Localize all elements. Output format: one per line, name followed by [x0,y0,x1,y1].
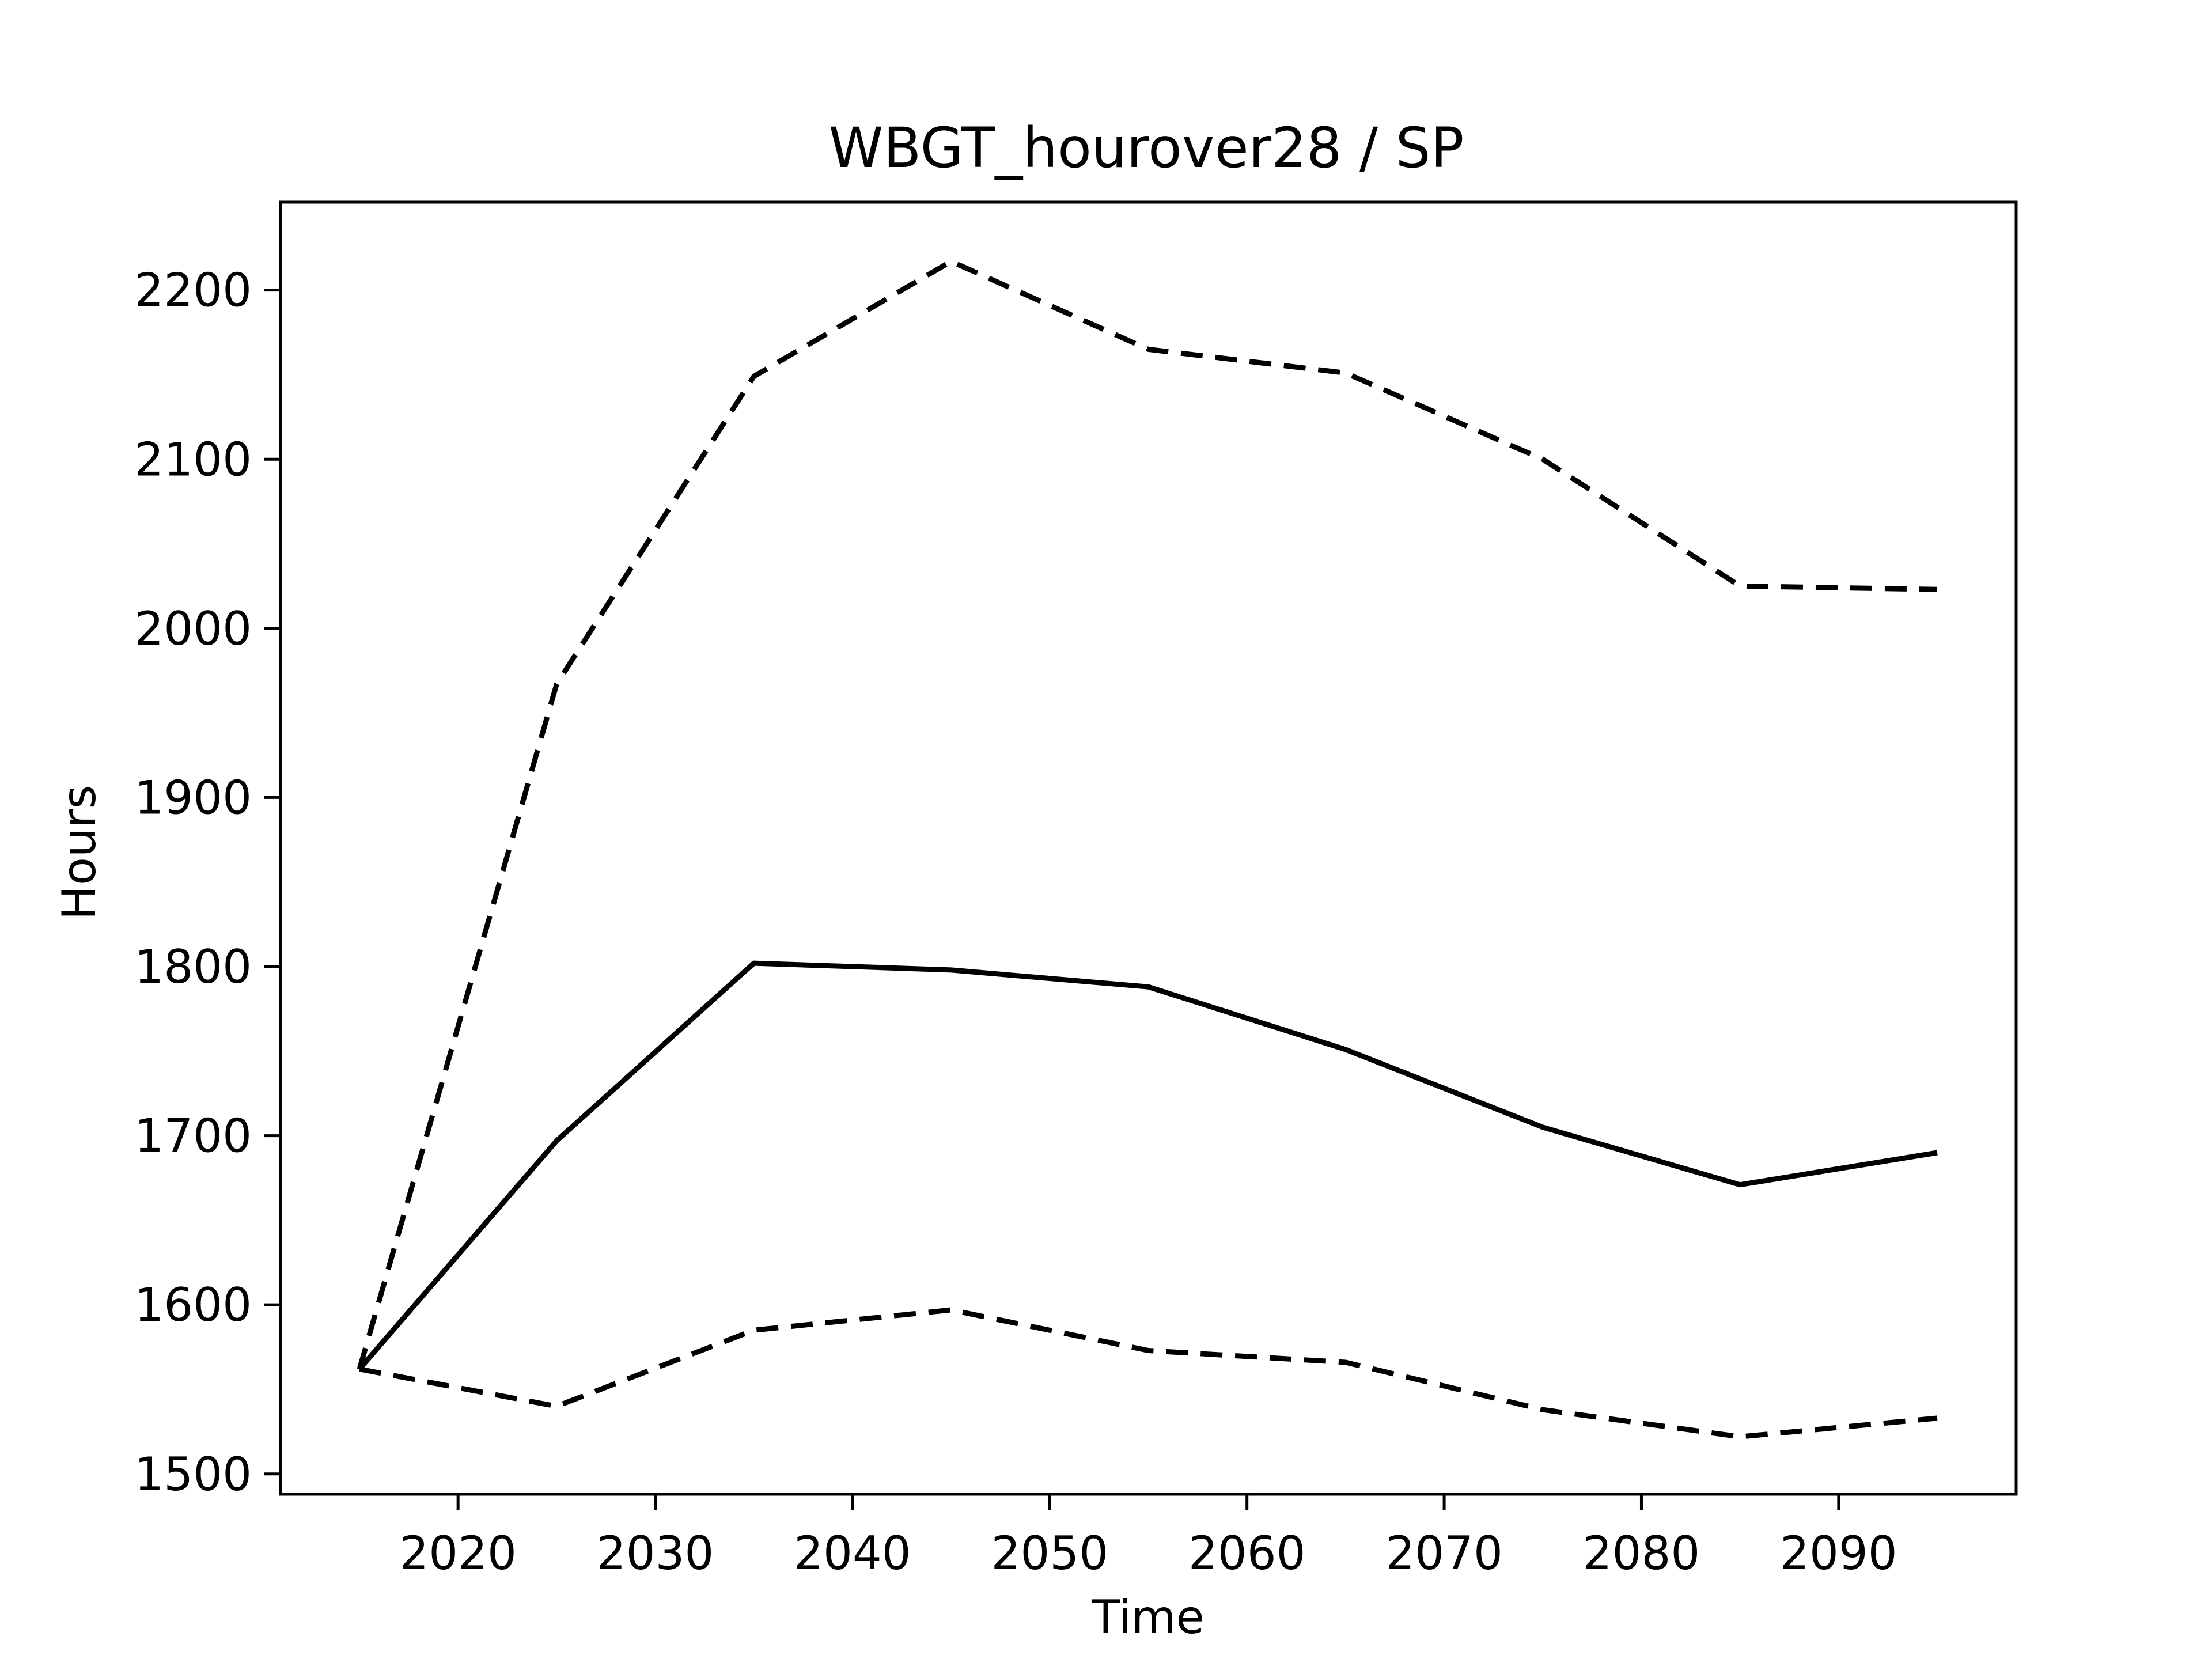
plot-area-frame [279,200,2018,1496]
y-tick-label: 1500 [134,1448,252,1501]
y-axis-label: Hours [52,785,106,920]
y-tick-label: 1600 [134,1278,252,1332]
y-tick-label: 2100 [134,433,252,486]
x-tick-label: 2070 [1385,1527,1503,1580]
x-tick-label: 2020 [399,1527,517,1580]
y-tick-label: 1800 [134,940,252,994]
y-tick-label: 1900 [134,771,252,824]
x-tick-label: 2060 [1188,1527,1306,1580]
x-tick-label: 2080 [1583,1527,1700,1580]
y-tick-label: 2200 [134,264,252,317]
x-axis-ticks: 2020 2030 2040 2050 2060 2070 2080 2090 [399,1494,1897,1580]
x-tick-label: 2050 [991,1527,1109,1580]
x-tick-label: 2090 [1780,1527,1897,1580]
series-line-2 [357,259,1938,1370]
y-axis-ticks: 1500 1600 1700 1800 1900 2000 2100 2200 [134,264,281,1501]
x-tick-label: 2030 [597,1527,714,1580]
y-tick-label: 2000 [134,602,252,656]
x-axis-label: Time [1091,1590,1205,1644]
x-tick-label: 2040 [794,1527,911,1580]
series-line-1 [357,960,1938,1371]
y-tick-label: 1700 [134,1109,252,1163]
series-line-3 [359,1307,1938,1440]
chart-title: WBGT_hourover28 / SP [829,116,1464,180]
series-layer [357,259,1938,1440]
